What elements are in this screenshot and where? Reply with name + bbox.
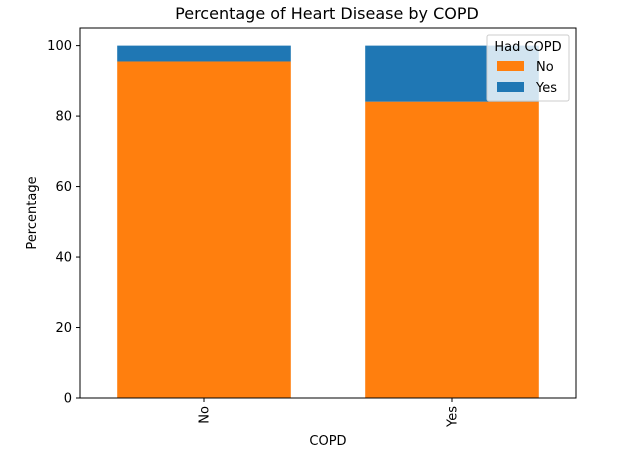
x-axis-title: COPD — [309, 434, 346, 449]
y-tick-label: 80 — [55, 110, 72, 125]
x-axis: No Yes — [198, 398, 461, 428]
bar-no-no — [117, 61, 291, 398]
y-tick-label: 100 — [47, 39, 72, 54]
legend: Had COPD No Yes — [486, 34, 570, 102]
x-tick-label: Yes — [446, 406, 461, 428]
bar-yes-no — [365, 101, 539, 399]
legend-title: Had COPD — [494, 40, 561, 55]
y-tick-label: 40 — [55, 251, 72, 266]
bar-no-yes — [117, 45, 291, 62]
x-tick-label: No — [198, 406, 213, 424]
legend-label-no: No — [536, 60, 554, 75]
y-axis: 0 20 40 60 80 100 — [47, 39, 80, 407]
plot-frame — [79, 27, 577, 399]
y-tick-label: 60 — [55, 180, 72, 195]
bars-layer — [117, 45, 539, 399]
legend-label-yes: Yes — [535, 81, 557, 96]
y-tick-label: 20 — [55, 321, 72, 336]
legend-swatch-no — [497, 61, 524, 71]
legend-entries: No Yes — [497, 60, 557, 96]
chart-title: Percentage of Heart Disease by COPD — [175, 4, 479, 23]
y-axis-title: Percentage — [25, 176, 40, 249]
y-tick-label: 0 — [64, 392, 72, 407]
legend-swatch-yes — [497, 82, 524, 92]
